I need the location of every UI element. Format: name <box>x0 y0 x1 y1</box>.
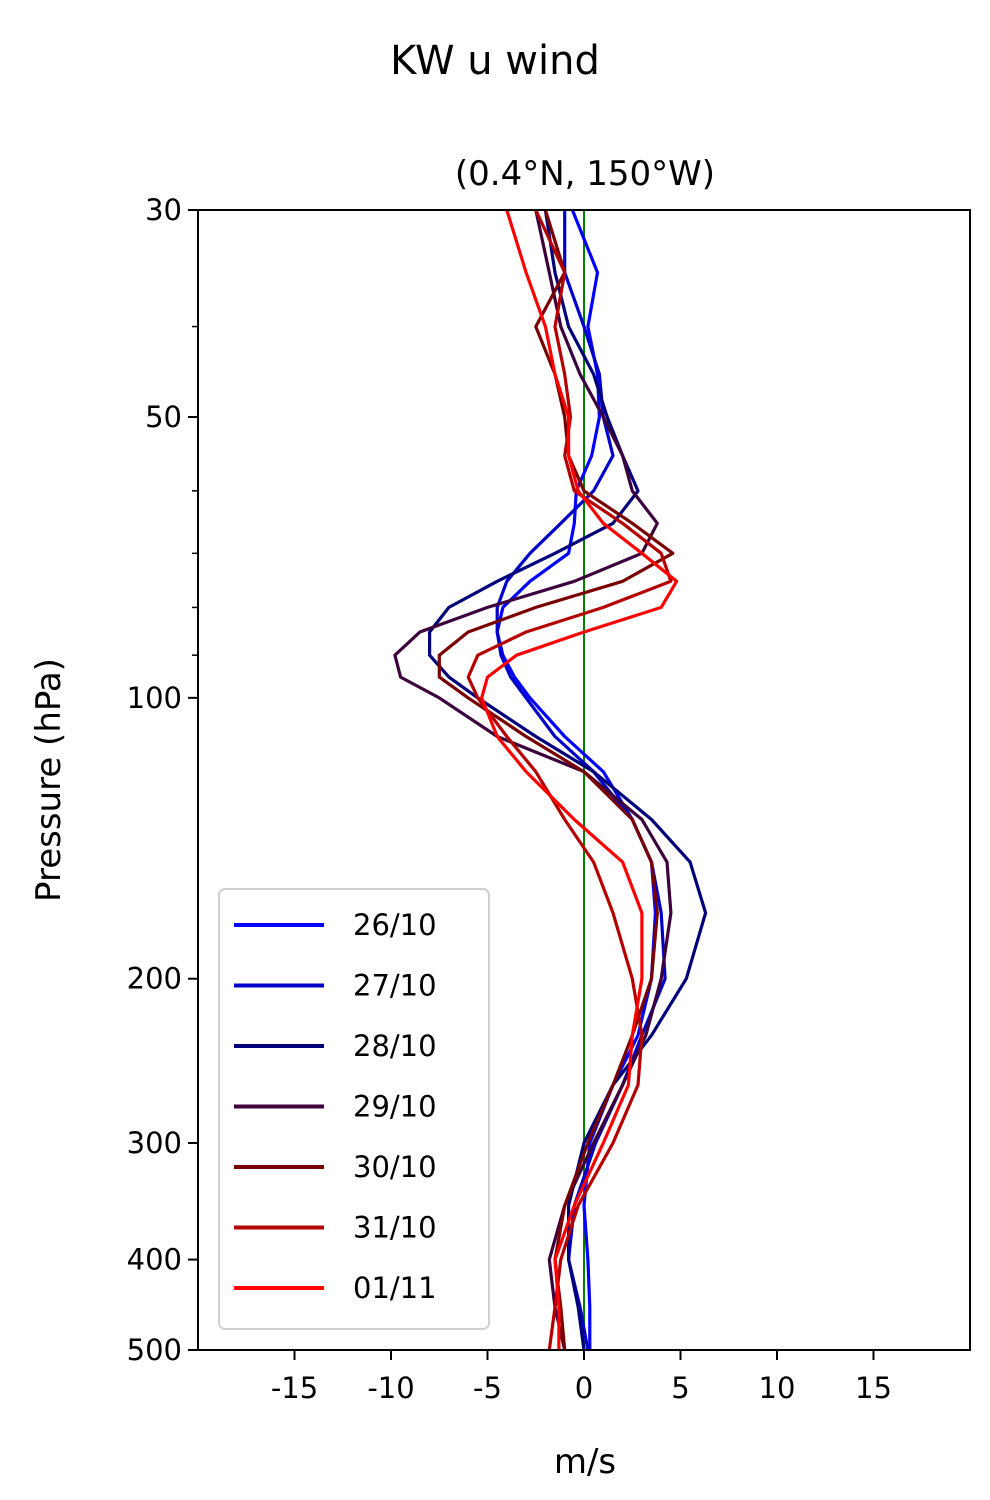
x-tick-label: -15 <box>271 1371 318 1405</box>
y-tick-label: 50 <box>145 400 182 434</box>
legend-box <box>218 888 490 1330</box>
legend-item: 31/10 <box>234 1211 437 1245</box>
legend-label: 28/10 <box>353 1029 437 1063</box>
series-line <box>393 209 673 1351</box>
legend-item: 28/10 <box>234 1029 437 1063</box>
x-tick-label: -5 <box>473 1371 502 1405</box>
x-tick-label: 15 <box>855 1371 892 1405</box>
y-tick-label: 400 <box>127 1243 182 1277</box>
x-tick-label: 10 <box>759 1371 796 1405</box>
series-line <box>428 209 708 1351</box>
y-axis: 30 50 100 200 300 400 500 <box>127 193 198 1367</box>
x-tick-label: 5 <box>671 1371 689 1405</box>
y-tick-label: 30 <box>145 193 182 227</box>
chart-subtitle: (0.4°N, 150°W) <box>455 154 715 194</box>
legend: 26/10 27/10 28/10 29/10 30/10 31/10 01/11 <box>218 888 490 1330</box>
legend-label: 27/10 <box>353 969 437 1003</box>
legend-item: 27/10 <box>234 969 437 1003</box>
legend-label: 26/10 <box>353 908 437 942</box>
x-axis-label: m/s <box>554 1442 616 1482</box>
legend-item: 26/10 <box>234 908 437 942</box>
legend-label: 01/11 <box>353 1271 437 1305</box>
x-tick-label: -10 <box>367 1371 414 1405</box>
y-tick-label: 500 <box>127 1333 182 1367</box>
legend-item: 29/10 <box>234 1090 437 1124</box>
legend-item: 30/10 <box>234 1150 437 1184</box>
legend-label: 30/10 <box>353 1150 437 1184</box>
y-axis-label: Pressure (hPa) <box>29 658 69 902</box>
series-layer <box>393 209 708 1351</box>
y-tick-label: 100 <box>127 681 182 715</box>
y-tick-label: 200 <box>127 962 182 996</box>
chart-title: KW u wind <box>390 38 600 84</box>
legend-item: 01/11 <box>234 1271 437 1305</box>
x-tick-label: 0 <box>575 1371 593 1405</box>
y-tick-label: 300 <box>127 1126 182 1160</box>
x-axis: -15 -10 -5 0 5 10 15 <box>271 1350 892 1405</box>
legend-label: 29/10 <box>353 1090 437 1124</box>
series-line <box>480 209 679 1350</box>
legend-label: 31/10 <box>353 1211 437 1245</box>
